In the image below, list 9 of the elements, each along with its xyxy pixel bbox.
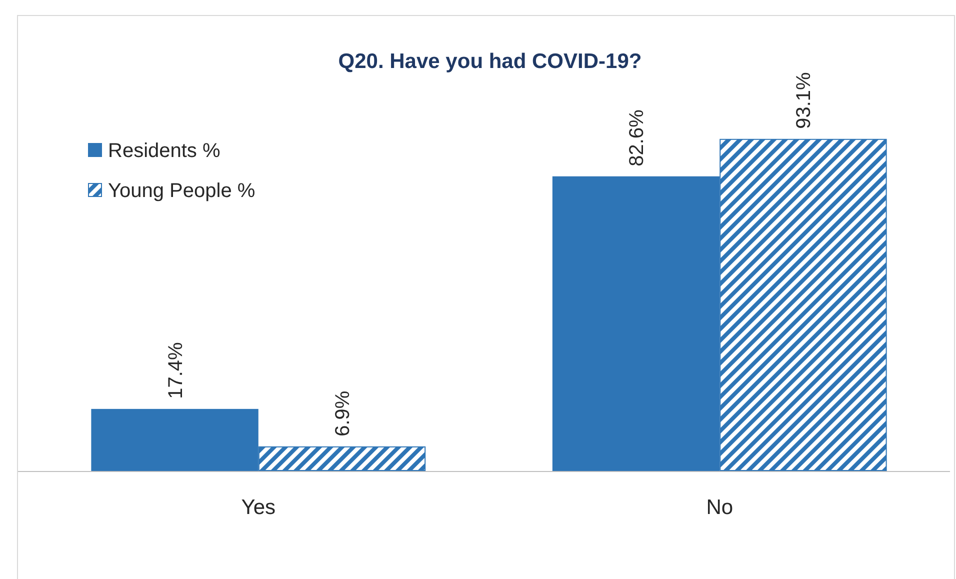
x-tick-label: Yes [241,496,276,519]
legend-label: Young People % [108,180,256,202]
legend-label: Residents % [108,140,220,162]
data-label: 82.6% [626,109,648,166]
chart-title: Q20. Have you had COVID-19? [338,50,642,73]
data-label: 6.9% [332,390,354,436]
data-label: 93.1% [793,72,816,129]
data-label: 17.4% [164,342,187,399]
x-tick-label: No [706,496,734,519]
